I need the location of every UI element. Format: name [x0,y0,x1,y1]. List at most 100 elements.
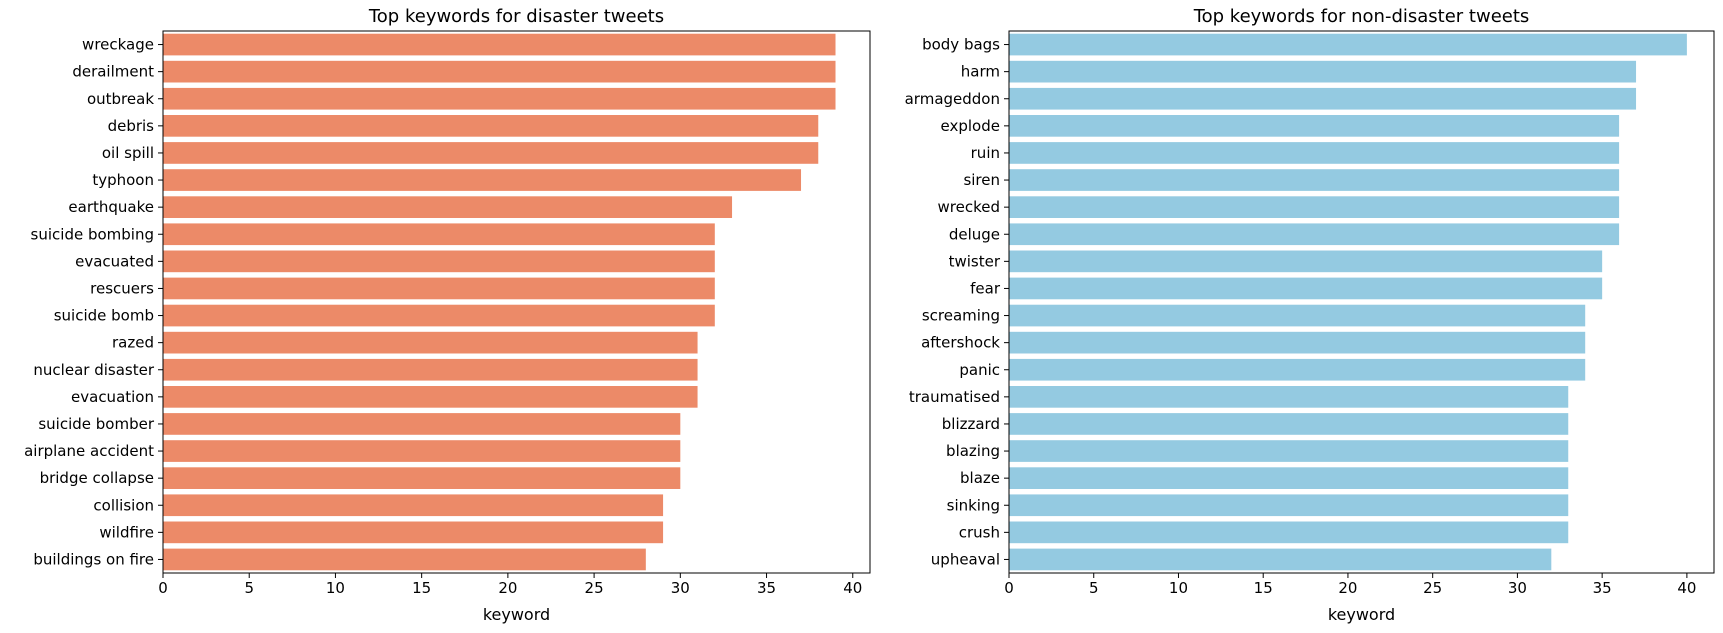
chart1-ytick-label: derailment [72,63,154,81]
chart2-xlabel: keyword [1328,605,1395,624]
chart1-bar-16 [163,440,681,462]
chart2-bar-15 [1009,413,1569,435]
chart2-ytick-label: crush [959,523,1000,541]
chart1-ytick-label: evacuated [75,252,154,270]
chart1-bar-6 [163,169,802,191]
chart1-ytick-label: nuclear disaster [33,361,154,379]
chart2-ytick-label: ruin [971,144,1000,162]
chart2-bar-5 [1009,142,1620,164]
chart1-xtick-label: 5 [244,579,254,597]
chart2-bar-1 [1009,33,1687,56]
chart2-bar-16 [1009,440,1569,462]
chart1-bar-19 [163,521,664,544]
chart1-ytick-label: debris [108,117,155,135]
chart1-ytick-label: wildfire [99,523,154,541]
chart1-bar-11 [163,304,715,327]
chart1-ytick-label: rescuers [90,279,154,297]
chart2-ytick-label: blaze [960,469,1000,487]
chart2-xtick-label: 30 [1508,579,1527,597]
chart1-title: Top keywords for disaster tweets [368,6,664,27]
chart1-xtick-label: 25 [585,579,604,597]
chart2-ytick-label: deluge [949,225,1000,243]
chart2-bar-11 [1009,304,1586,327]
chart1-bar-10 [163,277,715,300]
chart2-bar-8 [1009,223,1620,246]
chart2-xtick-label: 10 [1169,579,1188,597]
chart2-ytick-label: blazing [946,442,1000,460]
chart2-ytick-label: sinking [947,496,1000,514]
chart2-bar-9 [1009,250,1603,273]
chart1-ytick-label: collision [93,496,154,514]
chart1-bar-8 [163,223,715,246]
chart1-xtick-label: 20 [498,579,517,597]
chart2-ytick-label: traumatised [909,388,1000,406]
chart1-bar-7 [163,196,733,218]
chart2-ytick-label: upheaval [931,550,1000,568]
chart1-ytick-label: bridge collapse [40,469,154,487]
chart2-ytick-label: harm [961,63,1000,81]
chart1-bar-2 [163,60,836,83]
chart1-bar-12 [163,331,698,354]
chart1-bar-18 [163,494,664,517]
chart2-bar-4 [1009,115,1620,137]
chart2-ytick-label: screaming [922,307,1000,325]
chart2-ytick-label: explode [941,117,1000,135]
chart2-bar-14 [1009,386,1569,408]
chart1-ytick-label: suicide bomber [38,415,154,433]
chart1-ytick-label: airplane accident [24,442,154,460]
chart2-ytick-label: twister [949,252,1001,270]
chart2-bar-13 [1009,358,1586,381]
chart1-ytick-label: evacuation [71,388,154,406]
chart2-bar-17 [1009,467,1569,489]
chart1-ytick-label: razed [112,334,154,352]
chart2-ytick-label: blizzard [942,415,1000,433]
chart2-ytick-label: body bags [922,36,1000,54]
chart1-bar-4 [163,115,819,137]
chart1-ytick-label: outbreak [87,90,154,108]
chart1-xtick-label: 0 [158,579,168,597]
chart2-xtick-label: 15 [1254,579,1273,597]
chart1-xtick-label: 30 [671,579,690,597]
chart1-ytick-label: typhoon [92,171,154,189]
chart2-title: Top keywords for non-disaster tweets [1193,6,1530,27]
chart1-xlabel: keyword [483,605,550,624]
chart1-xtick-label: 35 [757,579,776,597]
chart1-xtick-label: 40 [843,579,862,597]
chart2-ytick-label: armageddon [905,90,1000,108]
chart2-bar-3 [1009,87,1637,110]
chart1-frame [162,30,871,574]
chart2-bar-18 [1009,494,1569,517]
chart2-xtick-label: 5 [1089,579,1099,597]
chart2-xtick-label: 25 [1423,579,1442,597]
chart2: body bags harm armageddon explode ruin siren w… [905,6,1715,624]
chart2-ytick-label: wrecked [938,198,1000,216]
chart2-xtick-label: 40 [1677,579,1696,597]
chart1-bar-17 [163,467,681,489]
chart2-ytick-label: aftershock [921,334,1000,352]
chart2-xtick-label: 20 [1338,579,1357,597]
chart1-ytick-label: suicide bomb [54,307,154,325]
chart1-bar-15 [163,413,681,435]
chart1-bar-1 [163,33,836,56]
chart2-bar-2 [1009,60,1637,83]
chart2-frame [1008,30,1715,574]
chart1-ytick-label: buildings on fire [33,550,154,568]
chart2-bar-7 [1009,196,1620,218]
chart2-xtick-label: 0 [1004,579,1014,597]
chart2-ytick-label: fear [970,279,1001,297]
chart2-bar-19 [1009,521,1569,544]
chart1-ytick-label: suicide bombing [31,225,154,243]
chart1-bar-20 [163,548,646,571]
chart1-bar-14 [163,386,698,408]
chart1-ytick-label: wreckage [82,36,154,54]
chart2-xtick-label: 35 [1593,579,1612,597]
chart1: wreckage derailment outbreak debris oil spil… [24,6,871,624]
chart1-bar-5 [163,142,819,164]
chart1-xtick-label: 15 [412,579,431,597]
chart2-bar-10 [1009,277,1603,300]
chart1-ytick-label: oil spill [102,144,154,162]
chart2-ytick-label: panic [959,361,1000,379]
chart2-ytick-label: siren [963,171,1000,189]
chart2-bar-12 [1009,331,1586,354]
